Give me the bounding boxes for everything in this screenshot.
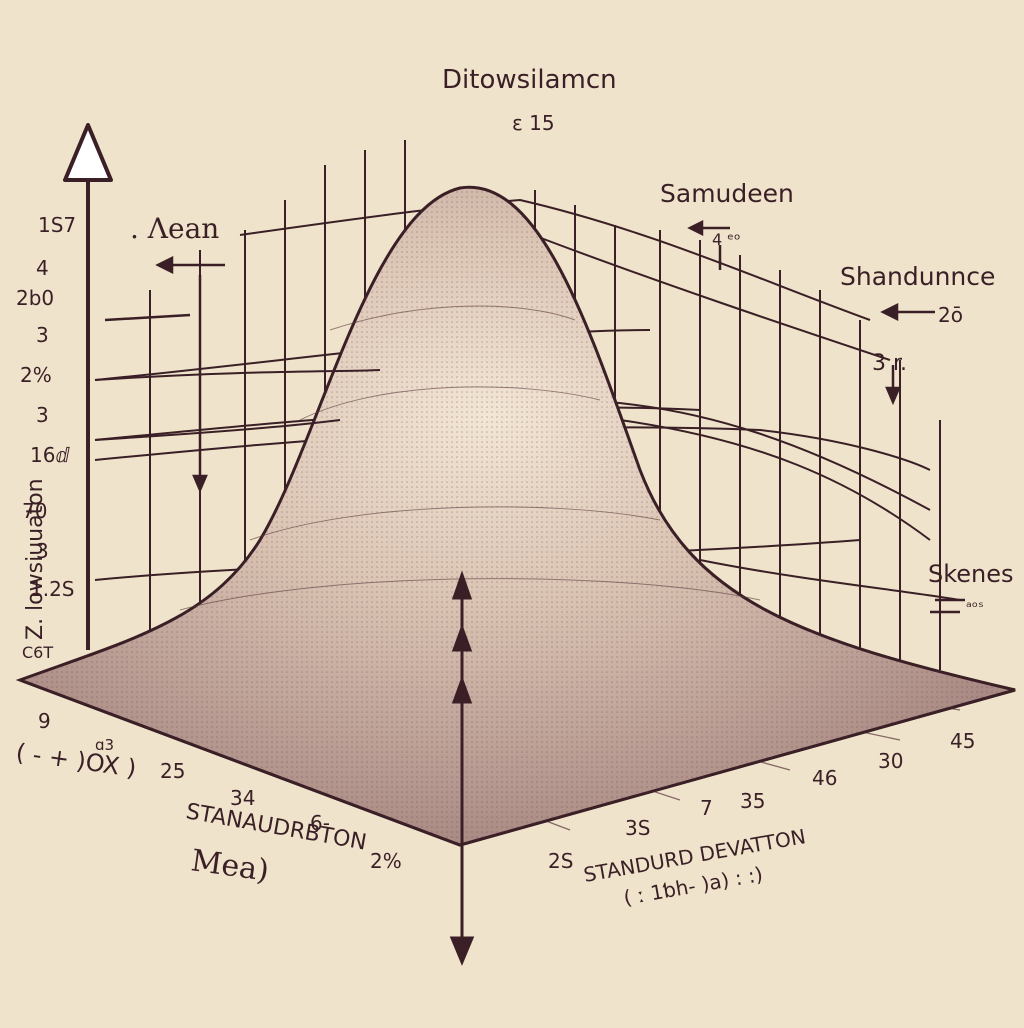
bottom-tick-labels: 9 ɑ3 25 34 6- 2% 3S 7 35 46 30 45 2S [38,709,975,873]
title-subscript: ε 15 [512,111,555,135]
diagram-title: Ditowsilamcn [442,65,617,95]
left-tick: 2% [20,363,52,387]
left-tick: 1.2S [30,577,75,601]
bottom-tick: 34 [230,786,255,810]
surface-contours [179,305,761,611]
vertical-axis-label: Z. lowsiuuaton [23,478,48,640]
bottom-tick: 3S [625,816,650,840]
left-axis [63,123,113,650]
bottom-tick: 25 [160,759,185,783]
left-tick: 16ⅆ [30,443,70,467]
bottom-tick: 46 [812,766,837,790]
back-grid [94,140,961,670]
bottom-tick: 9 [38,709,51,733]
bottom-tick: 2S [548,849,573,873]
label-shandunnce: Shandunnce [840,262,995,291]
bottom-tick: 45 [950,729,975,753]
label-lean: . Λean [130,212,219,245]
label-samudeen-sub: 4 ᵉᵒ [712,230,741,249]
left-tick: 70 [22,499,47,523]
center-axis [449,570,475,966]
surface-stipple [20,187,1015,845]
bottom-tick: 35 [740,789,765,813]
x-axis-left-caption: ( - + )OX ) [14,738,138,783]
label-skenes-sub: ᵃᵒˢ [966,598,984,616]
annotation-arrows [104,219,965,614]
left-tick: 4 [36,256,49,280]
left-tick: 3 [36,539,49,563]
label-samudeen: Samudeen [660,179,794,208]
left-tick: 2b0 [16,286,54,310]
bottom-tick: ɑ3 [95,736,114,754]
mean-label: Mea) [189,843,271,889]
bottom-tick: 2% [370,849,402,873]
left-tick: 3 [36,323,49,347]
bottom-tick: 6- [310,811,330,835]
left-tick: 3 [36,403,49,427]
bottom-tick: 30 [878,749,903,773]
label-skenes: Skenes [928,560,1014,588]
left-tick: C6T [22,643,53,662]
label-shandunnce-sub: 2ō [938,303,963,327]
label-three-r: 3 r. [872,351,907,376]
bottom-tick: 7 [700,796,713,820]
left-tick: 1S7 [38,213,76,237]
left-tick-labels: 1S7 4 2b0 3 2% 3 16ⅆ 70 3 1.2S C6T [16,213,76,662]
